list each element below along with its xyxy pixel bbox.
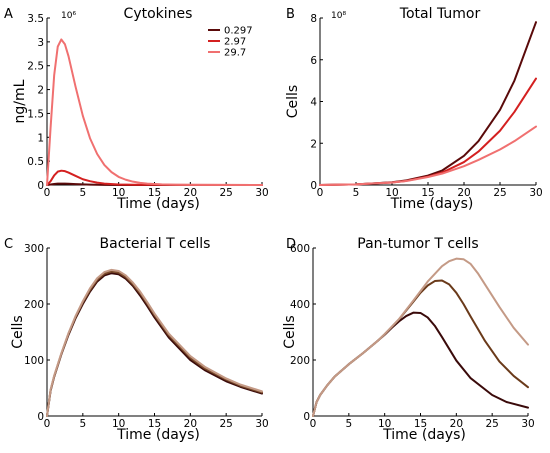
y-tick-label: 100	[24, 355, 44, 367]
x-tick-label: 30	[521, 418, 534, 430]
x-tick-label: 5	[353, 187, 360, 199]
legend-label: 29.7	[224, 48, 246, 59]
x-axis-label: Time (days)	[116, 427, 200, 443]
y-tick-label: 2	[310, 138, 317, 150]
y-tick-label: 300	[24, 243, 44, 255]
series-line-2	[46, 169, 263, 186]
y-tick-label: 4	[310, 97, 317, 109]
y-axis-label: Cells	[285, 85, 301, 118]
y-tick-label: 3	[37, 37, 44, 49]
x-tick-label: 10	[378, 418, 391, 430]
panel-d-pan-tumor-t-cells: D Pan-tumor T cells 0 5 10 15 20 25 30 0 200 400 600…	[282, 236, 535, 443]
x-tick-label: 20	[184, 187, 197, 199]
y-tick-label: 8	[310, 13, 317, 25]
series-line-1	[46, 272, 263, 417]
x-axis-label: Time (days)	[116, 196, 200, 212]
y-tick-label: 0	[37, 180, 44, 192]
x-tick-label: 20	[450, 418, 463, 430]
x-tick-label: 10	[385, 187, 398, 199]
x-tick-label: 0	[317, 187, 324, 199]
panel-a-cytokines: A Cytokines 0 5 10 15 20 25 30 0 0.5 1 1.5 2 2.5 3 3.5 Ti…	[4, 6, 269, 212]
x-tick-label: 25	[493, 187, 506, 199]
panel-title: Bacterial T cells	[100, 236, 211, 252]
x-axis-label: Time (days)	[382, 427, 466, 443]
series-line-1	[312, 311, 529, 417]
x-tick-label: 5	[345, 418, 352, 430]
panel-letter: D	[286, 237, 296, 252]
x-tick-label: 30	[529, 187, 542, 199]
y-tick-label: 0	[303, 411, 310, 423]
legend-label: 2.97	[224, 37, 246, 48]
series-line-3	[319, 125, 537, 186]
x-tick-label: 25	[219, 187, 232, 199]
series-line-2	[319, 77, 537, 186]
y-tick-label: 1	[37, 132, 44, 144]
y-axis-label: Cells	[282, 315, 298, 348]
y-tick-label: 1.5	[27, 108, 44, 120]
panel-letter: C	[4, 237, 13, 252]
x-axis-label: Time (days)	[390, 196, 474, 212]
y-tick-label: 0.5	[27, 156, 44, 168]
y-tick-label: 3.5	[27, 13, 44, 25]
y-tick-label: 0	[37, 411, 44, 423]
panel-title: Total Tumor	[399, 6, 481, 22]
legend-label: 0.297	[224, 26, 253, 37]
x-tick-label: 15	[148, 418, 161, 430]
x-tick-label: 10	[112, 187, 125, 199]
y-tick-label: 600	[290, 243, 310, 255]
y-tick-label: 6	[310, 55, 317, 67]
x-tick-label: 30	[255, 187, 268, 199]
series-line-2	[46, 270, 263, 417]
y-tick-label: 200	[290, 355, 310, 367]
y-tick-label: 2.5	[27, 61, 44, 73]
panel-letter: B	[286, 7, 295, 22]
x-tick-label: 5	[79, 418, 86, 430]
panel-letter: A	[4, 7, 13, 22]
x-tick-label: 5	[79, 187, 86, 199]
y-axis-label: Cells	[10, 315, 26, 348]
series-line-1	[46, 182, 263, 186]
x-tick-label: 25	[485, 418, 498, 430]
y-tick-label: 200	[24, 299, 44, 311]
series-line-1	[319, 21, 537, 186]
x-tick-label: 0	[44, 418, 51, 430]
y-axis-label: ng/mL	[12, 79, 28, 123]
panel-b-total-tumor: B Total Tumor 0 5 10 15 20 25 30 0 2 4 6 8 Time (days)…	[285, 6, 543, 212]
y-tick-label: 0	[310, 180, 317, 192]
series-line-3	[312, 257, 529, 417]
y-multiplier-label: 10⁸	[331, 11, 346, 21]
x-tick-label: 20	[457, 187, 470, 199]
panel-title: Pan-tumor T cells	[357, 236, 478, 252]
x-tick-label: 30	[255, 418, 268, 430]
series-line-3	[46, 38, 263, 186]
x-tick-label: 0	[44, 187, 51, 199]
y-tick-label: 400	[290, 299, 310, 311]
x-tick-label: 15	[421, 187, 434, 199]
y-tick-label: 2	[37, 85, 44, 97]
x-tick-label: 0	[310, 418, 317, 430]
panel-title: Cytokines	[124, 6, 193, 22]
x-tick-label: 15	[414, 418, 427, 430]
x-tick-label: 25	[219, 418, 232, 430]
series-line-3	[46, 268, 263, 417]
x-tick-label: 10	[112, 418, 125, 430]
y-multiplier-label: 10⁶	[61, 11, 76, 21]
x-tick-label: 20	[184, 418, 197, 430]
x-tick-label: 15	[148, 187, 161, 199]
